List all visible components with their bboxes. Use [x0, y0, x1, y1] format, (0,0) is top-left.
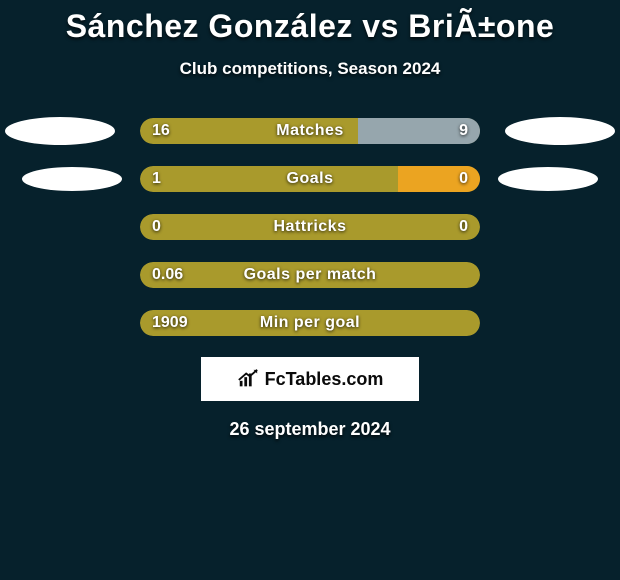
attribution-text: FcTables.com [265, 369, 384, 390]
stat-row: 1909Min per goal [0, 309, 620, 337]
stat-label: Goals per match [140, 262, 480, 288]
page-title: Sánchez González vs BriÃ±one [0, 0, 620, 45]
page-subtitle: Club competitions, Season 2024 [0, 59, 620, 79]
stat-label: Matches [140, 118, 480, 144]
right-ellipse [498, 167, 598, 191]
bar: 0Hattricks0 [140, 214, 480, 240]
fctables-logo-icon [237, 368, 259, 390]
right-value: 0 [459, 214, 468, 240]
bar: 0.06Goals per match [140, 262, 480, 288]
stats-rows: 16Matches91Goals00Hattricks00.06Goals pe… [0, 117, 620, 337]
left-ellipse [22, 167, 122, 191]
attribution-badge: FcTables.com [201, 357, 419, 401]
bar: 16Matches9 [140, 118, 480, 144]
left-ellipse [5, 117, 115, 145]
stat-row: 16Matches9 [0, 117, 620, 145]
right-value: 0 [459, 166, 468, 192]
footer-date: 26 september 2024 [0, 419, 620, 440]
right-value: 9 [459, 118, 468, 144]
right-ellipse [505, 117, 615, 145]
bar: 1Goals0 [140, 166, 480, 192]
stat-row: 0Hattricks0 [0, 213, 620, 241]
stat-row: 0.06Goals per match [0, 261, 620, 289]
stat-label: Hattricks [140, 214, 480, 240]
stat-label: Goals [140, 166, 480, 192]
bar: 1909Min per goal [140, 310, 480, 336]
stat-row: 1Goals0 [0, 165, 620, 193]
stat-label: Min per goal [140, 310, 480, 336]
